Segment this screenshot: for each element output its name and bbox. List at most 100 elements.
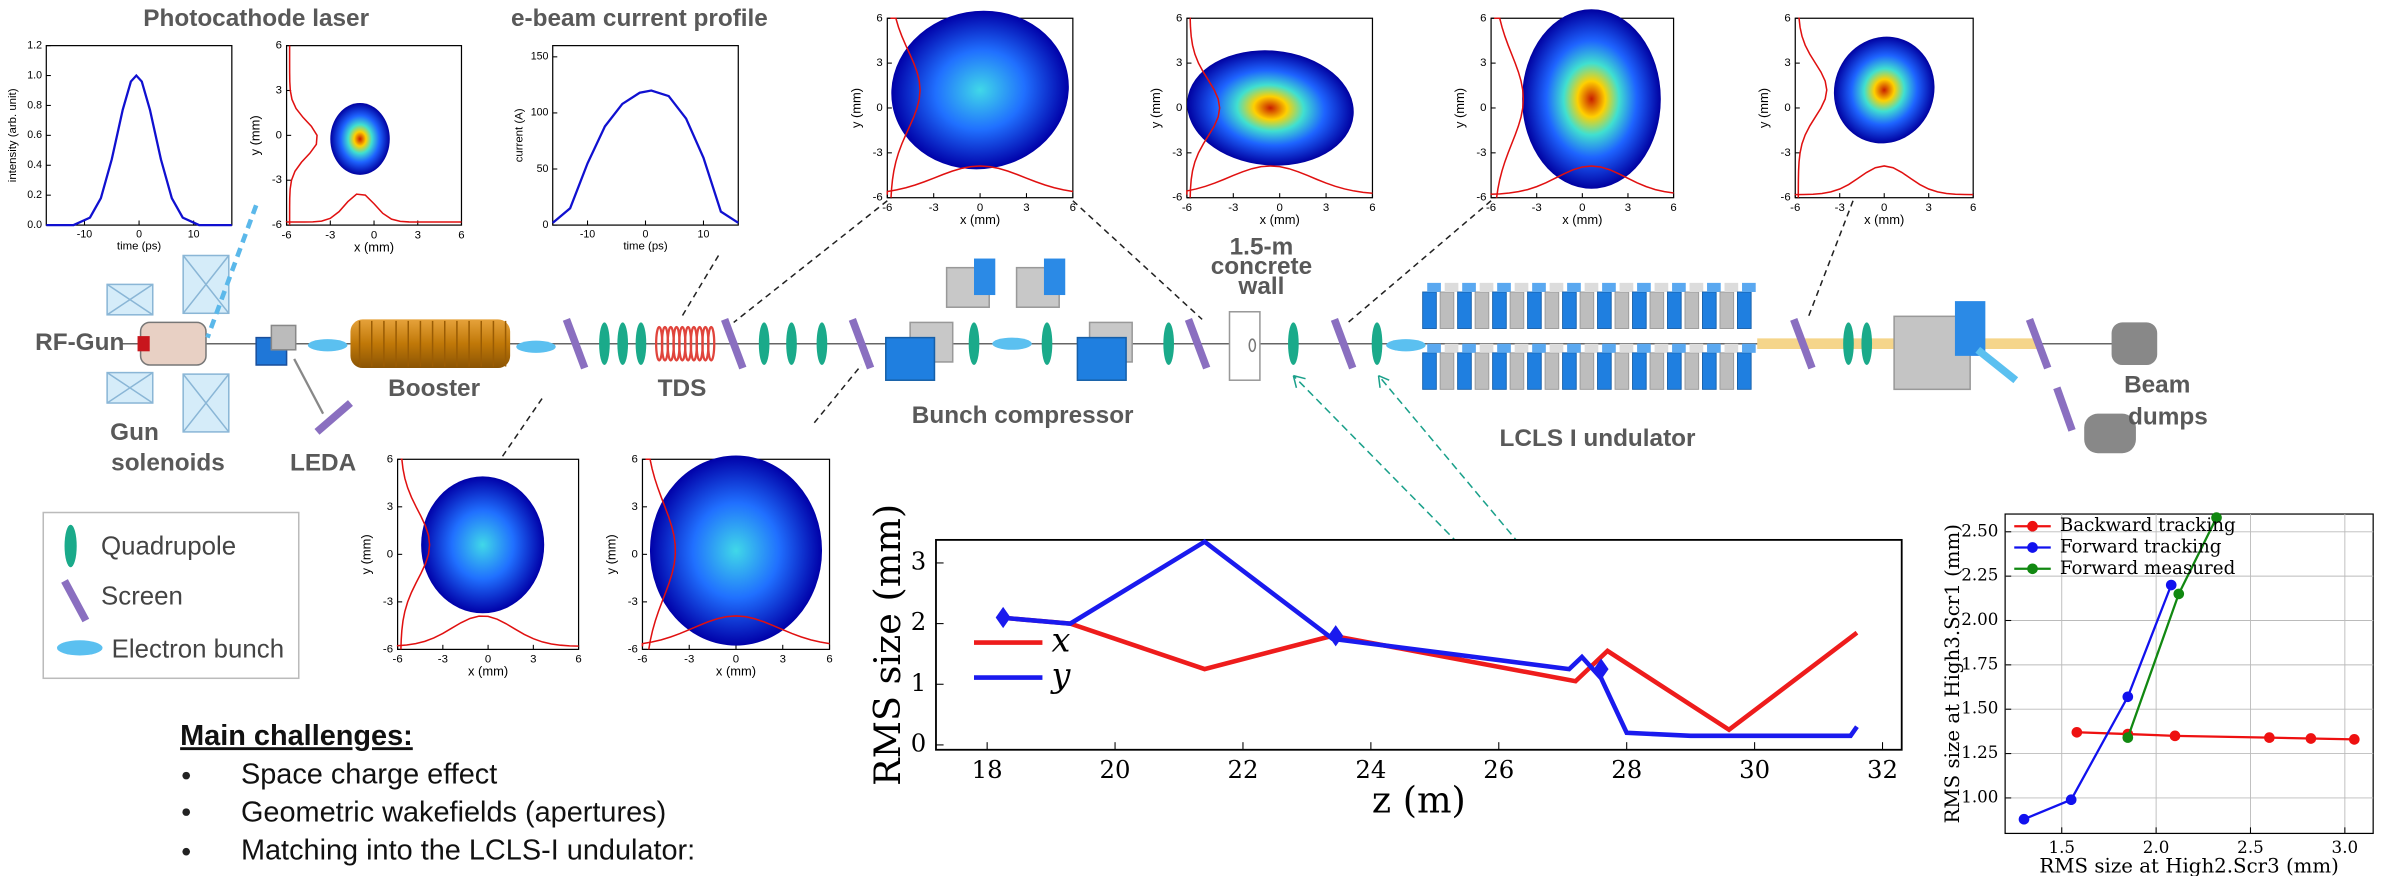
x-projection [1794,165,1974,196]
y-tick-label: -6 [628,643,638,655]
x-tick-label: 0 [1881,202,1887,214]
label: Gun [110,419,159,446]
x-tick-label: 2.5 [2237,837,2264,857]
y-projection [1494,17,1525,198]
legend-label: Backward tracking [2060,515,2236,536]
x-axis-label: x (mm) [960,212,1000,227]
marker [1328,625,1344,647]
y-tick-label: 3 [1176,57,1182,69]
y-axis-label: RMS size (mm) [866,504,909,786]
y-tick-label: 6 [1176,12,1182,24]
challenges-title: Main challenges: [180,720,413,752]
screen [2053,386,2076,432]
undulator-block [1597,291,1612,329]
quadrupole [758,322,770,365]
y-axis-label: y (mm) [1756,88,1771,128]
x-tick-label: 10 [188,228,200,240]
x-tick-label: 26 [1483,755,1514,784]
marker [2173,588,2185,600]
marker [995,606,1011,629]
screen [1330,318,1357,370]
marker [2305,733,2317,744]
undulator-top [1724,282,1739,292]
undulator-block [1474,291,1490,329]
y-tick-label: 1.2 [27,39,42,51]
beam-dump [2111,322,2158,365]
y-tick-label: 0 [876,102,882,114]
connectors [501,200,1854,457]
x-tick-label: -6 [1790,202,1800,214]
x-tick-label: 0 [485,654,491,666]
undulator-block [1562,352,1577,390]
label: Bunch compressor [912,402,1134,429]
undulator-block [1457,291,1472,329]
undulator-top [1549,282,1564,292]
label: TDS [658,375,707,402]
x-tick-label: 18 [972,755,1003,784]
series-line [551,89,739,224]
x-axis-label: x (mm) [1864,212,1904,227]
marker [2122,732,2134,743]
undulator-block [1509,352,1525,390]
undulator-block [1649,352,1665,390]
series-line [46,73,232,227]
undulator-block [1684,291,1700,329]
y-tick-label: 6 [387,453,393,465]
x-tick-label: 22 [1227,755,1258,784]
laser-path [205,204,259,339]
y-projection [890,17,921,198]
beam-image [891,10,1069,170]
x-tick-label: 6 [575,654,581,666]
y-tick-label: -3 [1172,147,1182,159]
beam-image [421,476,545,614]
y-tick-label: 2.00 [1961,609,1998,629]
beam-image [330,103,390,175]
quadrupole [1371,322,1383,365]
x-tick-label: -3 [684,654,694,666]
screen [1184,318,1211,370]
undulator-block [1702,352,1717,390]
undulator-block [1597,352,1612,390]
rf-gun [139,321,207,366]
y-axis-label: y (mm) [359,534,374,574]
undulator-top [1514,343,1529,353]
x-tick-label: 0 [136,228,142,240]
y-tick-label: 0 [911,728,926,757]
quadrupole [599,322,610,365]
electron-bunch [307,339,348,352]
y-tick-label: 0 [387,548,393,560]
y-tick-label: 1.0 [27,69,42,81]
y-tick-label: 100 [531,107,549,119]
y-axis-label: y (mm) [603,534,618,574]
undulator-top [1444,343,1459,353]
y-tick-label: 0 [543,219,549,231]
y-tick-label: -3 [628,596,638,608]
label: Booster [388,375,480,402]
x-tick-label: -10 [77,228,92,240]
x-tick-label: 10 [698,228,710,240]
undulator-top [1462,343,1476,353]
y-tick-label: 2 [911,607,926,636]
undulator-block [1422,352,1437,390]
beam-image [1187,50,1354,166]
x-tick-label: 6 [1070,202,1076,214]
x-tick-label: 3 [780,654,786,666]
x-projection [886,165,1073,195]
undulator-block [1439,352,1455,390]
y-tick-label: -3 [873,147,883,159]
undulator-block [1684,352,1700,390]
x-tick-label: 6 [1369,202,1375,214]
undulator-block [1492,291,1507,329]
undulator-block [1632,291,1647,329]
y-tick-label: -3 [1781,147,1791,159]
undulator-block [1492,352,1507,390]
x-tick-label: 6 [1970,202,1976,214]
x-tick-label: 3 [415,229,421,241]
plot-frame [552,45,739,226]
y-tick-label: 3 [876,57,882,69]
y-tick-label: 0 [1176,102,1182,114]
y-axis-label: y (mm) [1452,88,1467,128]
x-tick-label: 3 [1323,202,1329,214]
beam-image [1522,9,1661,189]
